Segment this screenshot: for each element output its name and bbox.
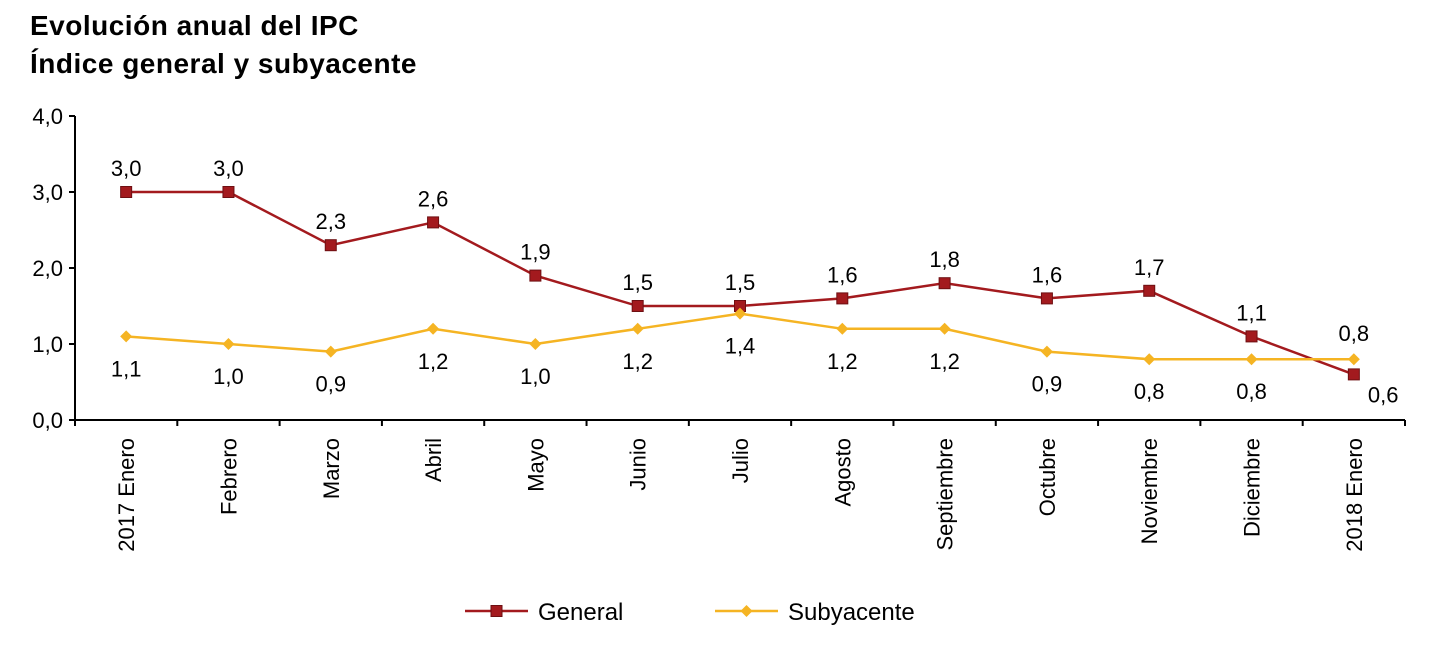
y-tick-label: 4,0	[32, 104, 63, 129]
data-label-subyacente: 1,2	[622, 349, 653, 374]
point-subyacente	[427, 322, 440, 335]
y-tick-label: 1,0	[32, 332, 63, 357]
legend-label-subyacente: Subyacente	[788, 599, 915, 626]
data-label-general: 1,6	[827, 262, 858, 287]
point-general	[1143, 284, 1156, 297]
data-label-subyacente: 0,9	[1032, 372, 1063, 397]
data-label-general: 1,8	[929, 247, 960, 272]
point-general	[1040, 292, 1053, 305]
data-label-subyacente: 0,8	[1339, 321, 1370, 346]
data-label-subyacente: 1,1	[111, 356, 142, 381]
chart-title: Evolución anual del IPC	[30, 10, 359, 41]
data-label-general: 1,9	[520, 240, 551, 265]
x-tick-label: Junio	[626, 438, 651, 491]
x-tick-label: Julio	[728, 438, 753, 483]
data-label-general: 3,0	[213, 156, 244, 181]
point-general	[938, 277, 951, 290]
x-tick-label: Diciembre	[1240, 438, 1265, 537]
data-label-general: 1,6	[1032, 262, 1063, 287]
x-tick-label: Febrero	[216, 438, 241, 515]
point-subyacente	[1347, 353, 1360, 366]
point-subyacente	[734, 307, 746, 320]
data-label-subyacente: 1,2	[929, 349, 960, 374]
x-tick-label: Octubre	[1035, 438, 1060, 516]
data-label-general: 1,5	[622, 270, 653, 295]
point-general	[120, 186, 133, 198]
data-label-subyacente: 0,8	[1236, 379, 1267, 404]
data-label-general: 2,3	[315, 209, 346, 234]
legend-marker-general	[490, 605, 503, 617]
x-tick-label: Mayo	[523, 438, 548, 492]
x-tick-label: Abril	[421, 438, 446, 482]
y-tick-label: 0,0	[32, 408, 63, 433]
x-tick-label: 2017 Enero	[114, 438, 139, 552]
point-subyacente	[120, 330, 133, 343]
data-label-subyacente: 1,2	[827, 349, 858, 374]
data-label-subyacente: 1,0	[213, 364, 244, 389]
point-general	[631, 300, 644, 312]
data-label-general: 1,5	[725, 270, 756, 295]
data-label-subyacente: 1,4	[725, 334, 756, 359]
data-label-general: 1,1	[1236, 300, 1267, 325]
point-general	[222, 186, 235, 198]
chart-subtitle: Índice general y subyacente	[30, 48, 417, 79]
y-tick-label: 2,0	[32, 256, 63, 281]
data-label-general: 0,6	[1368, 382, 1399, 407]
legend-label-general: General	[538, 599, 623, 626]
point-general	[324, 239, 337, 252]
point-subyacente	[222, 338, 235, 350]
point-general	[1347, 368, 1360, 381]
legend-marker-subyacente	[740, 605, 753, 617]
point-general	[1245, 330, 1258, 343]
data-label-general: 3,0	[111, 156, 142, 181]
x-tick-label: Agosto	[830, 438, 855, 507]
point-subyacente	[1245, 353, 1258, 366]
x-tick-label: 2018 Enero	[1342, 438, 1367, 552]
point-subyacente	[1143, 353, 1156, 366]
y-tick-label: 3,0	[32, 180, 63, 205]
point-subyacente	[1040, 345, 1053, 358]
point-subyacente	[938, 322, 951, 335]
point-subyacente	[324, 345, 337, 358]
point-subyacente	[631, 322, 644, 335]
point-general	[529, 269, 542, 282]
point-general	[836, 292, 849, 305]
point-general	[427, 216, 440, 229]
data-label-subyacente: 0,8	[1134, 379, 1165, 404]
x-tick-label: Septiembre	[933, 438, 958, 551]
data-label-subyacente: 0,9	[315, 372, 346, 397]
data-label-subyacente: 1,2	[418, 349, 449, 374]
point-subyacente	[836, 322, 849, 335]
data-label-general: 1,7	[1134, 255, 1165, 280]
point-subyacente	[529, 338, 542, 350]
x-tick-label: Marzo	[319, 438, 344, 499]
data-label-subyacente: 1,0	[520, 364, 551, 389]
data-label-general: 2,6	[418, 186, 449, 211]
x-tick-label: Noviembre	[1137, 438, 1162, 544]
